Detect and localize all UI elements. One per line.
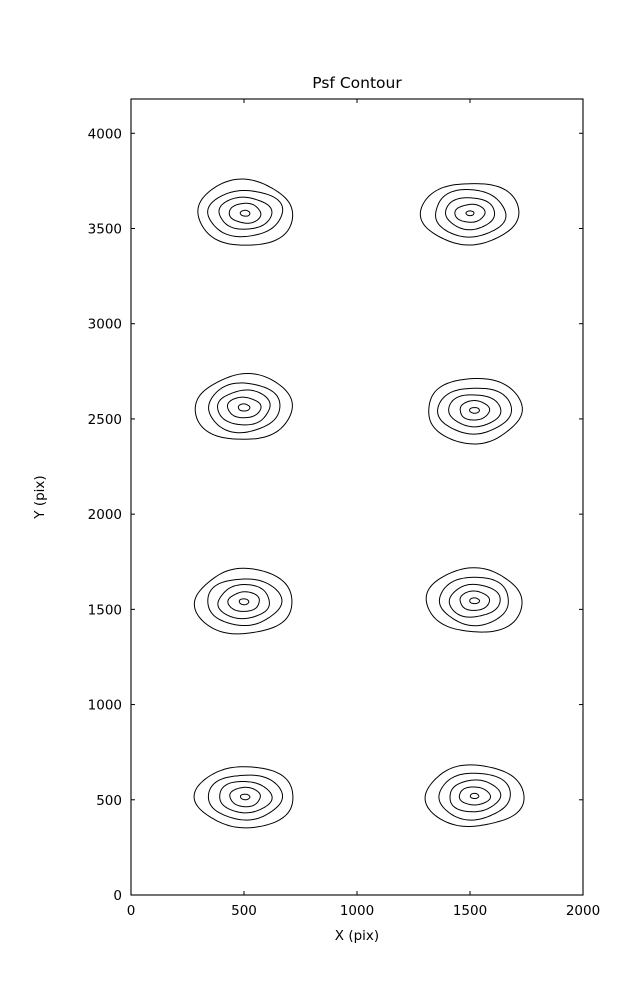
- y-axis-tick-labels: 0 500 1000 1500 2000 2500 3000 3500 4000: [88, 126, 122, 904]
- x-axis-tick-labels: 0 500 1000 1500 2000: [127, 903, 600, 919]
- y-axis-ticks: [131, 132, 583, 896]
- x-tick-label: 2000: [566, 903, 600, 919]
- contour-ring: [419, 183, 520, 246]
- contour-ring: [458, 786, 492, 806]
- contour-ring: [207, 774, 284, 821]
- contour-ring: [465, 210, 475, 217]
- x-tick-label: 0: [127, 903, 136, 919]
- contour-ring: [207, 578, 283, 627]
- contour-ring: [469, 407, 480, 414]
- psf-source-src-r3-c2: [425, 567, 523, 633]
- x-tick-label: 1500: [453, 903, 487, 919]
- y-tick-label: 3500: [88, 221, 122, 237]
- psf-source-src-r1-c2: [419, 183, 520, 246]
- contour-ring: [207, 190, 284, 238]
- contour-ring: [239, 209, 251, 217]
- psf-source-src-r4-c1: [193, 766, 294, 829]
- contour-ring: [219, 781, 273, 814]
- contour-ring: [197, 178, 294, 246]
- y-tick-label: 0: [113, 888, 122, 904]
- page-title: Psf Contour: [312, 74, 402, 92]
- contour-ring: [228, 202, 262, 224]
- contour-ring: [218, 196, 273, 230]
- contour-ring: [459, 590, 491, 611]
- psf-source-src-r2-c2: [428, 377, 523, 445]
- contour-ring: [239, 793, 251, 801]
- contour-ring: [459, 400, 491, 421]
- contour-ring: [448, 394, 502, 428]
- contour-ring: [469, 792, 480, 800]
- y-tick-label: 1000: [88, 698, 122, 714]
- contour-ring: [229, 786, 261, 808]
- psf-source-src-r4-c2: [424, 764, 525, 828]
- contour-ring: [428, 377, 523, 445]
- y-tick-label: 2500: [88, 412, 122, 428]
- contour-ring: [193, 567, 293, 635]
- contour-ring: [217, 584, 270, 620]
- y-axis-label: Y (pix): [32, 475, 48, 519]
- psf-source-src-r2-c1: [194, 372, 293, 440]
- contour-ring: [227, 591, 260, 612]
- contour-ring: [435, 189, 507, 238]
- contour-ring: [437, 387, 512, 435]
- psf-source-src-r3-c1: [193, 567, 293, 635]
- contour-ring: [425, 567, 523, 633]
- y-tick-label: 2000: [88, 507, 122, 523]
- psf-source-src-r1-c1: [197, 178, 294, 246]
- contour-ring: [193, 766, 294, 829]
- contour-ring: [445, 197, 496, 231]
- contour-ring: [208, 382, 281, 434]
- x-axis-ticks: [130, 99, 584, 895]
- contour-ring: [448, 583, 501, 618]
- contour-group: [193, 178, 525, 829]
- contour-ring: [438, 576, 509, 627]
- y-tick-label: 1500: [88, 602, 122, 618]
- contour-ring: [469, 597, 481, 605]
- contour-ring: [454, 203, 486, 223]
- contour-ring: [217, 389, 271, 426]
- contour-ring: [449, 779, 502, 813]
- y-tick-label: 4000: [88, 126, 122, 142]
- contour-ring: [226, 396, 262, 419]
- contour-ring: [424, 764, 525, 828]
- x-tick-label: 1000: [340, 903, 374, 919]
- contour-ring: [238, 598, 250, 606]
- x-axis-label: X (pix): [335, 928, 379, 944]
- contour-ring: [237, 403, 251, 412]
- contour-ring: [438, 772, 511, 821]
- y-tick-label: 3000: [88, 317, 122, 333]
- y-tick-label: 500: [96, 793, 122, 809]
- contour-ring: [194, 372, 293, 440]
- x-tick-label: 500: [231, 903, 257, 919]
